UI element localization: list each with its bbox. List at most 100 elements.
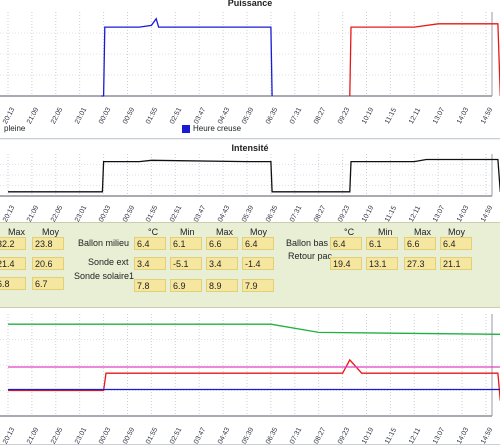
time-tick-label: 13:07 <box>432 204 447 223</box>
time-tick-label: 02:51 <box>169 426 184 445</box>
time-tick-label: 07:31 <box>288 204 304 223</box>
mid-r2-moy: 7.9 <box>242 279 274 292</box>
time-tick-label: 01:55 <box>145 204 160 223</box>
label-retour-pac: Retour pac <box>288 251 333 261</box>
intensity-chart-title: Intensité <box>231 143 269 153</box>
time-tick-label: 23:01 <box>73 204 89 223</box>
col-header-moy-mid: Moy <box>250 227 268 237</box>
legend-heure-creuse: Heure creuse <box>182 124 241 133</box>
mid-r1-max: 3.4 <box>206 257 238 270</box>
time-tick-label: 07:31 <box>288 426 304 445</box>
mid-r0-min: 6.1 <box>170 237 202 250</box>
col-header-moy-right: Moy <box>448 227 466 237</box>
time-tick-label: 11:15 <box>384 106 399 126</box>
col-header-moy-left: Moy <box>42 227 60 237</box>
left-r1-moy: 20.6 <box>32 257 64 270</box>
time-tick-label: 23:01 <box>73 426 89 445</box>
time-tick-label: 00:03 <box>97 106 113 126</box>
time-tick-label: 06:35 <box>264 426 280 445</box>
right-r0-min: 6.1 <box>366 237 398 250</box>
time-tick-label: 12:11 <box>408 204 423 223</box>
series-line-red <box>349 23 500 97</box>
time-tick-label: 09:23 <box>336 106 352 126</box>
time-tick-label: 13:07 <box>432 106 447 126</box>
time-tick-label: 22:05 <box>49 106 65 126</box>
time-tick-label: 14:03 <box>456 426 471 445</box>
right-r1-c: 19.4 <box>330 257 362 270</box>
time-tick-label: 22:05 <box>49 204 65 223</box>
intensity-chart-panel: Intensité 20:13 21:09 22:05 23:01 00:03 00:59… <box>0 140 500 223</box>
time-tick-label: 20:13 <box>2 426 17 445</box>
mid-r0-moy: 6.4 <box>242 237 274 250</box>
right-r1-moy: 21.1 <box>440 257 472 270</box>
temperature-table: Max Moy °C Min Max Moy °C Min Max Moy 32… <box>0 222 500 308</box>
time-tick-label: 12:11 <box>408 106 423 126</box>
mid-r0-c: 6.4 <box>134 237 166 250</box>
time-tick-label: 04:43 <box>217 426 232 445</box>
legend-heure-pleine: pleine <box>4 124 25 133</box>
col-header-c-right: °C <box>344 227 355 237</box>
time-tick-label: 14:03 <box>456 106 471 126</box>
right-r0-c: 6.4 <box>330 237 362 250</box>
time-tick-label: 10:19 <box>360 426 375 445</box>
mid-r2-min: 6.9 <box>170 279 202 292</box>
intensity-chart-svg <box>0 154 500 197</box>
col-header-min-mid: Min <box>180 227 195 237</box>
time-tick-label: 11:15 <box>384 426 399 445</box>
label-sonde-solaire1: Sonde solaire1 <box>74 271 135 281</box>
time-tick-label: 11:15 <box>384 204 399 223</box>
time-tick-label: 00:59 <box>121 106 136 126</box>
mid-r2-max: 8.9 <box>206 279 238 292</box>
time-tick-label: 00:03 <box>97 426 113 445</box>
time-tick-label: 21:09 <box>25 426 41 445</box>
power-chart-title: Puissance <box>227 0 273 8</box>
legend-heure-creuse-label: Heure creuse <box>193 124 242 133</box>
mid-r2-c: 7.8 <box>134 279 166 292</box>
time-tick-label: 06:35 <box>264 204 280 223</box>
time-tick-label: 04:43 <box>217 106 232 126</box>
time-tick-label: 02:51 <box>169 204 184 223</box>
power-chart-panel: Puissance 20:13 21:09 22:05 23:01 00:03 00:59… <box>0 0 500 139</box>
time-tick-label: 10:19 <box>360 106 375 126</box>
time-tick-label: 21:09 <box>25 106 41 126</box>
time-tick-label: 01:55 <box>145 106 160 126</box>
time-tick-label: 00:59 <box>121 426 136 445</box>
left-r0-moy: 23.8 <box>32 237 64 250</box>
time-tick-label: 03:47 <box>193 426 208 445</box>
left-r2-max: 6.8 <box>0 277 26 290</box>
time-tick-label: 23:01 <box>73 106 89 126</box>
time-tick-label: 08:27 <box>312 204 328 223</box>
time-tick-label: 00:03 <box>97 204 113 223</box>
col-header-max-mid: Max <box>216 227 234 237</box>
power-time-axis: 20:13 21:09 22:05 23:01 00:03 00:59 01:55 02:51… <box>0 100 494 126</box>
time-tick-label: 08:27 <box>312 426 328 445</box>
time-tick-label: 07:31 <box>288 106 304 126</box>
series-line-green <box>8 323 500 335</box>
series-line-blue <box>101 17 273 97</box>
mid-r0-max: 6.6 <box>206 237 238 250</box>
col-header-min-right: Min <box>378 227 393 237</box>
temperature-chart-panel: 20:13 21:09 22:05 23:01 00:03 00:59 01:55 02:51… <box>0 308 500 445</box>
col-header-max-left: Max <box>8 227 26 237</box>
time-tick-label: 10:19 <box>360 204 375 223</box>
time-tick-label: 00:59 <box>121 204 136 223</box>
mid-r1-moy: -1.4 <box>242 257 274 270</box>
time-tick-label: 09:23 <box>336 204 352 223</box>
col-header-c-mid: °C <box>148 227 159 237</box>
time-tick-label: 01:55 <box>145 426 160 445</box>
label-ballon-bas: Ballon bas <box>286 238 329 248</box>
time-tick-label: 06:35 <box>264 106 280 126</box>
power-chart-svg <box>0 12 500 97</box>
time-tick-label: 03:47 <box>193 204 208 223</box>
temperature-time-axis: 20:13 21:09 22:05 23:01 00:03 00:59 01:55 02:51… <box>0 420 494 445</box>
left-r0-max: 32.2 <box>0 237 26 250</box>
time-tick-label: 05:39 <box>241 106 256 126</box>
series-line-red <box>8 358 500 401</box>
time-tick-label: 02:51 <box>169 106 184 126</box>
time-tick-label: 09:23 <box>336 426 352 445</box>
mid-r1-min: -5.1 <box>170 257 202 270</box>
legend-heure-pleine-label: pleine <box>4 124 26 133</box>
right-r1-max: 27.3 <box>404 257 436 270</box>
time-tick-label: 20:13 <box>2 106 17 126</box>
legend-blue-swatch <box>182 124 190 133</box>
